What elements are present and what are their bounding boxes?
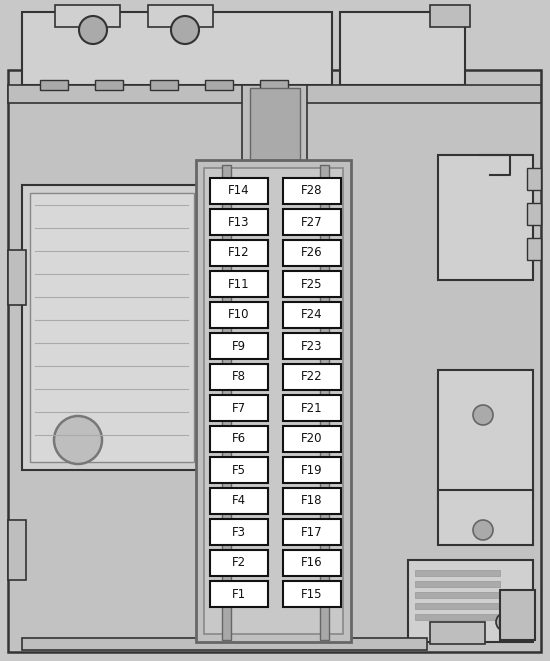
Text: F10: F10 (228, 309, 250, 321)
Bar (30, 193, 194, 462)
Text: F22: F22 (301, 371, 323, 383)
Text: F27: F27 (301, 215, 323, 229)
Bar (210, 488, 268, 514)
Circle shape (496, 613, 514, 631)
Bar (210, 333, 268, 359)
Bar (283, 395, 341, 421)
Bar (430, 622, 485, 644)
Circle shape (473, 520, 493, 540)
Bar (8, 70, 541, 652)
Bar (22, 12, 332, 85)
Text: F9: F9 (232, 340, 246, 352)
Text: F8: F8 (232, 371, 246, 383)
Bar (408, 560, 533, 642)
Bar (438, 370, 533, 500)
Text: F25: F25 (301, 278, 323, 290)
Bar (283, 488, 341, 514)
Bar (500, 590, 535, 640)
Text: F12: F12 (228, 247, 250, 260)
Bar (204, 168, 343, 634)
Text: F16: F16 (301, 557, 323, 570)
Bar (210, 550, 268, 576)
Bar (283, 333, 341, 359)
Bar (438, 490, 533, 545)
Text: F1: F1 (232, 588, 246, 600)
Circle shape (79, 16, 107, 44)
Circle shape (54, 416, 102, 464)
Bar (283, 209, 341, 235)
Bar (210, 209, 268, 235)
Text: F18: F18 (301, 494, 323, 508)
Text: F4: F4 (232, 494, 246, 508)
Bar (210, 581, 268, 607)
Text: F13: F13 (228, 215, 250, 229)
Bar (40, 80, 68, 90)
Bar (283, 426, 341, 452)
Bar (210, 178, 268, 204)
Bar (250, 88, 300, 160)
Bar (150, 80, 178, 90)
Bar (415, 614, 500, 620)
Bar (415, 581, 500, 587)
Text: F15: F15 (301, 588, 323, 600)
Bar (196, 160, 351, 642)
Bar (210, 364, 268, 390)
Text: F26: F26 (301, 247, 323, 260)
Bar (283, 364, 341, 390)
Bar (430, 5, 470, 27)
Bar (527, 238, 541, 260)
Text: F2: F2 (232, 557, 246, 570)
Text: F19: F19 (301, 463, 323, 477)
Bar (210, 395, 268, 421)
Text: F11: F11 (228, 278, 250, 290)
Bar (283, 581, 341, 607)
Text: F24: F24 (301, 309, 323, 321)
Bar (210, 240, 268, 266)
Bar (210, 302, 268, 328)
Bar (527, 203, 541, 225)
Bar (415, 592, 500, 598)
Bar (205, 80, 233, 90)
Text: F6: F6 (232, 432, 246, 446)
Bar (8, 520, 26, 580)
Bar (55, 5, 120, 27)
Bar (283, 271, 341, 297)
Bar (438, 155, 533, 280)
Bar (95, 80, 123, 90)
Bar (8, 85, 541, 103)
Text: F23: F23 (301, 340, 323, 352)
Bar (415, 603, 500, 609)
Text: F21: F21 (301, 401, 323, 414)
Bar (22, 185, 202, 470)
Circle shape (171, 16, 199, 44)
Text: F28: F28 (301, 184, 323, 198)
Bar (320, 165, 329, 640)
Text: F14: F14 (228, 184, 250, 198)
Bar (415, 570, 500, 576)
Bar (22, 638, 427, 650)
Bar (283, 550, 341, 576)
Bar (283, 457, 341, 483)
Text: F5: F5 (232, 463, 246, 477)
Bar (283, 519, 341, 545)
Bar (8, 250, 26, 305)
Bar (210, 519, 268, 545)
Bar (210, 271, 268, 297)
Circle shape (473, 405, 493, 425)
Bar (283, 302, 341, 328)
Bar (260, 80, 288, 90)
Text: F7: F7 (232, 401, 246, 414)
Bar (527, 168, 541, 190)
Text: F20: F20 (301, 432, 323, 446)
Bar (210, 426, 268, 452)
Bar (222, 165, 231, 640)
Text: F3: F3 (232, 525, 246, 539)
Bar (283, 240, 341, 266)
Bar (210, 457, 268, 483)
Bar (340, 12, 465, 85)
Text: F17: F17 (301, 525, 323, 539)
Bar (283, 178, 341, 204)
Bar (148, 5, 213, 27)
Bar (242, 85, 307, 165)
